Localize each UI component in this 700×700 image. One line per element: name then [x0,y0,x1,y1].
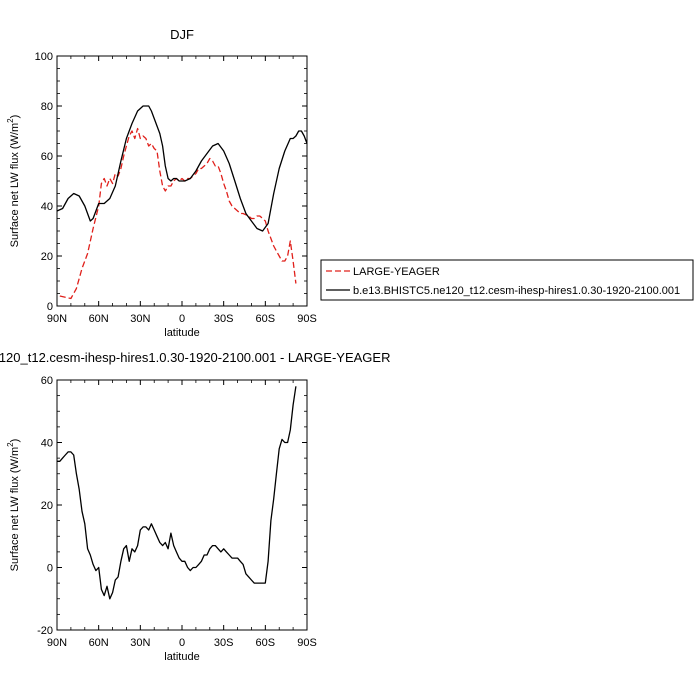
y-tick-label: 20 [41,500,53,512]
legend-entry-2: b.e13.BHISTC5.ne120_t12.cesm-ihesp-hires… [353,285,680,297]
y-tick-label: 0 [47,301,53,313]
y-axis-label-main: Surface net LW flux (W/m [9,123,21,248]
plot-frame [56,379,308,631]
legend-entry-1: LARGE-YEAGER [353,266,440,278]
y-tick-label: 40 [41,201,53,213]
y-axis-label-end: ) [9,115,21,119]
x-tick-label: 30N [130,313,150,325]
x-tick-label: 90N [47,637,67,649]
y-tick-label: 0 [47,563,53,575]
y-tick-label: 100 [35,51,53,63]
chart-title: 5.ne120_t12.cesm-ihesp-hires1.0.30-1920-… [0,350,390,365]
chart-title: DJF [170,27,194,42]
series-line-2 [56,105,308,232]
x-tick-label: 0 [179,637,185,649]
y-axis-label-main: Surface net LW flux (W/m [9,447,21,572]
x-axis-label: latitude [164,327,199,339]
x-tick-label: 90N [47,313,67,325]
y-axis-label: Surface net LW flux (W/m2) [6,115,21,248]
series-line-1 [57,386,297,600]
chart-panel-1: DJF 90N 60N 30N 0 30S 60S 90S 0 20 40 60 80 100 latitu… [6,27,694,339]
x-tick-label: 60N [89,313,109,325]
legend-box [320,259,694,301]
y-axis-label-sup: 2 [6,442,15,447]
y-tick-label: 40 [41,438,53,450]
x-tick-label: 30N [130,637,150,649]
x-axis-label: latitude [164,651,199,663]
chart-panel-2: 5.ne120_t12.cesm-ihesp-hires1.0.30-1920-… [0,350,390,663]
series-line-1 [59,127,297,300]
x-tick-label: 60S [256,637,276,649]
x-tick-label: 60S [256,313,276,325]
y-axis-label-sup: 2 [6,118,15,123]
y-tick-label: 60 [41,151,53,163]
y-axis-label-end: ) [9,439,21,443]
legend: LARGE-YEAGER b.e13.BHISTC5.ne120_t12.cesm… [320,259,694,301]
y-tick-label: 80 [41,101,53,113]
y-axis-label: Surface net LW flux (W/m2) [6,439,21,572]
y-tick-label: 60 [41,375,53,387]
x-tick-label: 90S [297,313,317,325]
x-tick-label: 60N [89,637,109,649]
x-tick-label: 0 [179,313,185,325]
y-tick-label: -20 [37,625,53,637]
x-tick-label: 30S [214,637,234,649]
y-tick-label: 20 [41,251,53,263]
x-tick-label: 90S [297,637,317,649]
x-tick-label: 30S [214,313,234,325]
